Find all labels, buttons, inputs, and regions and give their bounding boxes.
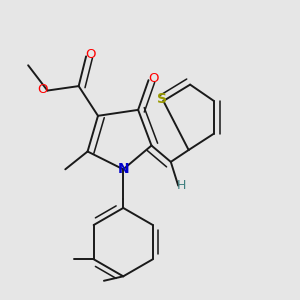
Text: O: O xyxy=(85,48,96,62)
Text: O: O xyxy=(148,72,159,85)
Text: N: N xyxy=(117,162,129,176)
Text: O: O xyxy=(37,82,47,96)
Text: S: S xyxy=(157,92,167,106)
Text: H: H xyxy=(177,179,187,192)
